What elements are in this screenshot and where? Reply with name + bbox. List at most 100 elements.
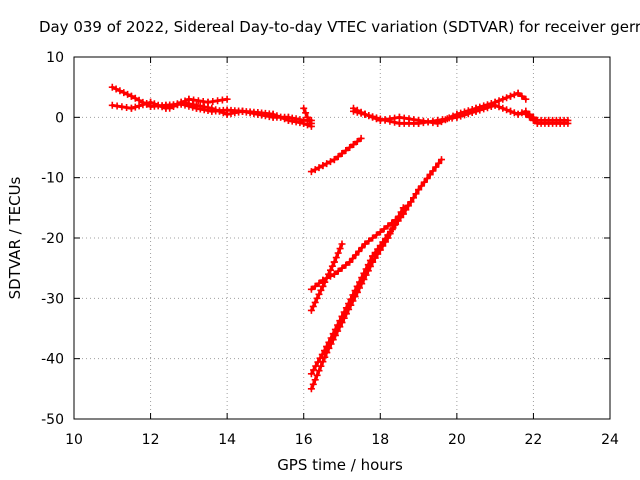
data-point [336, 245, 344, 253]
data-point [355, 247, 363, 255]
data-point [358, 244, 366, 252]
data-point [495, 103, 503, 111]
data-point [212, 106, 220, 114]
data-point [423, 174, 431, 182]
data-point [336, 317, 344, 325]
data-point [391, 118, 399, 126]
data-point [327, 266, 334, 274]
data-point [120, 89, 128, 97]
data-point [342, 261, 350, 269]
data-point [484, 104, 491, 112]
data-point [147, 98, 155, 106]
data-point [323, 274, 331, 282]
data-point [219, 109, 227, 117]
data-point [349, 291, 357, 299]
data-point [426, 171, 434, 179]
data-point [461, 111, 468, 119]
series-12 [522, 110, 572, 127]
data-point [353, 108, 361, 116]
data-point [158, 103, 166, 111]
data-point [491, 101, 499, 109]
series-5 [307, 240, 346, 314]
data-point [338, 264, 346, 272]
data-point [499, 95, 507, 103]
y-tick-label: -40 [41, 352, 64, 368]
data-point [319, 276, 327, 284]
data-point [331, 325, 339, 333]
data-point [349, 255, 357, 262]
data-point [309, 302, 317, 310]
data-point [116, 87, 124, 95]
data-point [342, 304, 350, 312]
data-point [476, 106, 484, 114]
data-point [360, 269, 368, 277]
data-point [334, 321, 342, 329]
data-point [514, 110, 522, 118]
data-point [338, 240, 346, 248]
data-point [316, 354, 324, 362]
x-tick-label: 12 [142, 432, 160, 448]
data-point [300, 119, 308, 127]
data-point [526, 113, 534, 121]
data-point [407, 198, 415, 206]
data-point [410, 194, 417, 202]
data-point [346, 258, 354, 266]
data-point [177, 99, 185, 107]
x-tick-label: 18 [371, 432, 389, 448]
data-point [366, 256, 374, 264]
data-point [365, 237, 373, 245]
data-point [315, 279, 323, 287]
series-10 [350, 101, 530, 127]
data-point [269, 110, 277, 118]
data-point [351, 287, 359, 295]
data-point [166, 104, 174, 112]
data-point [330, 258, 338, 266]
x-tick-label: 24 [601, 432, 619, 448]
data-point [564, 119, 572, 127]
data-point [522, 110, 530, 118]
data-point [364, 261, 372, 269]
data-point [457, 112, 465, 120]
data-point [338, 150, 346, 157]
data-point [150, 100, 158, 108]
data-point [208, 104, 216, 112]
data-point [529, 116, 537, 124]
data-point [332, 254, 340, 262]
data-point [170, 103, 177, 110]
data-point [399, 210, 407, 218]
data-point [429, 167, 437, 175]
y-tick-label: 0 [55, 110, 64, 126]
data-point [432, 163, 440, 171]
data-point [323, 343, 331, 351]
data-point [356, 278, 363, 286]
data-point [135, 102, 143, 110]
data-point [412, 190, 420, 198]
data-point [435, 159, 443, 167]
data-point [112, 85, 120, 93]
data-point [327, 334, 335, 342]
data-point [307, 385, 315, 393]
data-point [309, 380, 317, 388]
data-point [402, 206, 410, 214]
data-point [358, 274, 366, 282]
data-point [468, 109, 476, 116]
data-point [495, 97, 503, 105]
data-point [369, 113, 377, 121]
data-point [108, 83, 116, 91]
data-point [319, 162, 327, 170]
data-point [514, 89, 522, 97]
y-tick-label: 10 [46, 50, 64, 66]
data-point [302, 109, 310, 117]
data-point [318, 350, 326, 358]
data-point [323, 160, 331, 168]
data-point [307, 285, 315, 293]
data-point [307, 119, 315, 127]
data-point [357, 109, 365, 117]
data-point [327, 158, 334, 166]
data-point [315, 164, 323, 172]
data-point [334, 153, 342, 161]
data-point [281, 115, 289, 123]
data-point [353, 282, 361, 290]
series-line [309, 200, 413, 291]
data-point [124, 90, 132, 98]
